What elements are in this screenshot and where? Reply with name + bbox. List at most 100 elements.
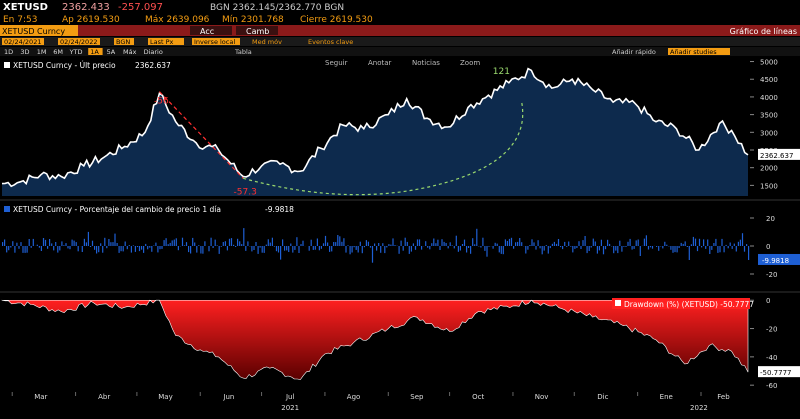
high-price: Máx 2639.096 — [145, 15, 210, 25]
month-label: Feb — [717, 393, 730, 401]
pct-bar — [713, 243, 714, 246]
pct-bar — [268, 239, 269, 246]
pct-bar — [278, 246, 279, 253]
pct-bar — [237, 239, 238, 246]
price-tick-label: 5000 — [760, 59, 778, 67]
pct-bar — [57, 246, 58, 253]
pct-bar — [131, 246, 132, 253]
med-mov-toggle[interactable]: Med móv — [252, 38, 282, 46]
period-diario[interactable]: Diario — [144, 48, 163, 56]
pct-bar — [260, 246, 261, 248]
pct-bar — [429, 246, 430, 249]
pct-bar — [448, 246, 449, 248]
period-5a[interactable]: 5A — [107, 48, 116, 56]
pct-bar — [33, 239, 34, 246]
pct-bar — [272, 238, 273, 246]
inverse-label: Inverse local — [194, 38, 235, 46]
pct-bar — [501, 246, 502, 254]
pct-bar — [503, 246, 504, 254]
pct-bar — [517, 242, 518, 246]
pct-bar — [16, 243, 17, 246]
pct-bar — [364, 246, 365, 247]
pct-bar — [521, 242, 522, 246]
pct-bar — [634, 246, 635, 249]
pct-bar — [666, 245, 667, 246]
pct-bar — [462, 244, 463, 246]
pct-bar — [390, 245, 391, 246]
pct-bar — [613, 246, 614, 253]
pct-bar — [88, 232, 89, 246]
tool-zoom[interactable]: Zoom — [460, 59, 480, 67]
pct-bar — [488, 246, 489, 247]
price-field: Last Px — [150, 38, 174, 46]
table-toggle[interactable]: Tabla — [234, 48, 252, 56]
pct-tick-label: -20 — [766, 271, 777, 279]
pct-bar — [591, 246, 592, 248]
pct-bar — [96, 246, 97, 254]
tool-seguir[interactable]: Seguir — [325, 59, 348, 67]
pct-bar — [499, 246, 500, 252]
pct-bar — [270, 243, 271, 246]
period-1a[interactable]: 1A — [90, 48, 99, 56]
pct-bar — [548, 246, 549, 254]
pct-bar — [121, 246, 122, 251]
tool-anotar[interactable]: Anotar — [368, 59, 392, 67]
pct-bar — [384, 246, 385, 253]
change-menu-label: Camb — [246, 27, 269, 36]
ticker-label: XETUSD — [3, 2, 48, 13]
pct-bar — [566, 246, 567, 247]
pct-bar — [691, 244, 692, 246]
pct-bar — [439, 246, 440, 250]
pct-bar — [648, 246, 649, 250]
pct-bar — [721, 239, 722, 246]
pct-bar — [2, 242, 3, 246]
price-legend-value: 2362.637 — [135, 61, 171, 70]
period-1m[interactable]: 1M — [37, 48, 47, 56]
period-máx[interactable]: Máx — [123, 48, 137, 56]
pct-bar — [441, 239, 442, 246]
pct-bar — [266, 245, 267, 246]
pct-bar — [482, 238, 483, 246]
pct-bar — [719, 246, 720, 252]
pct-bar — [380, 246, 381, 253]
pct-bar — [409, 246, 410, 254]
pct-bar — [341, 242, 342, 246]
pct-bar — [650, 246, 651, 247]
bid-ask: BGN 2362.145/2362.770 BGN — [210, 3, 344, 13]
pct-bar — [681, 243, 682, 246]
period-ytd[interactable]: YTD — [69, 48, 83, 56]
month-label: May — [158, 393, 172, 401]
pct-bar — [519, 238, 520, 246]
period-3d[interactable]: 3D — [20, 48, 29, 56]
pct-bar — [47, 246, 48, 249]
pct-bar — [211, 238, 212, 246]
pct-bar — [619, 241, 620, 246]
pct-bar — [298, 246, 299, 253]
pct-bar — [632, 246, 633, 250]
month-label: Ago — [347, 393, 361, 401]
period-6m[interactable]: 6M — [53, 48, 63, 56]
pct-bar — [589, 246, 590, 251]
pct-bar — [221, 246, 222, 247]
period-1d[interactable]: 1D — [4, 48, 13, 56]
month-label: Abr — [98, 393, 110, 401]
pct-bar — [644, 239, 645, 246]
pct-bar — [219, 246, 220, 254]
pct-bar — [217, 245, 218, 246]
pct-bar — [264, 246, 265, 253]
pct-bar — [658, 246, 659, 251]
pct-bar — [292, 246, 293, 253]
chart-title: Gráfico de líneas — [730, 27, 797, 36]
quick-add-button[interactable]: Añadir rápido — [612, 48, 656, 56]
pct-bar — [253, 246, 254, 250]
key-events-toggle[interactable]: Eventos clave — [308, 38, 353, 46]
tool-noticias[interactable]: Noticias — [412, 59, 440, 67]
pct-bar — [403, 246, 404, 251]
pct-bar — [112, 242, 113, 246]
pct-bar — [468, 246, 469, 248]
pct-bar — [233, 245, 234, 246]
pct-bar — [486, 246, 487, 257]
pct-bar — [388, 244, 389, 246]
pct-bar — [382, 243, 383, 246]
pct-bar — [707, 240, 708, 247]
